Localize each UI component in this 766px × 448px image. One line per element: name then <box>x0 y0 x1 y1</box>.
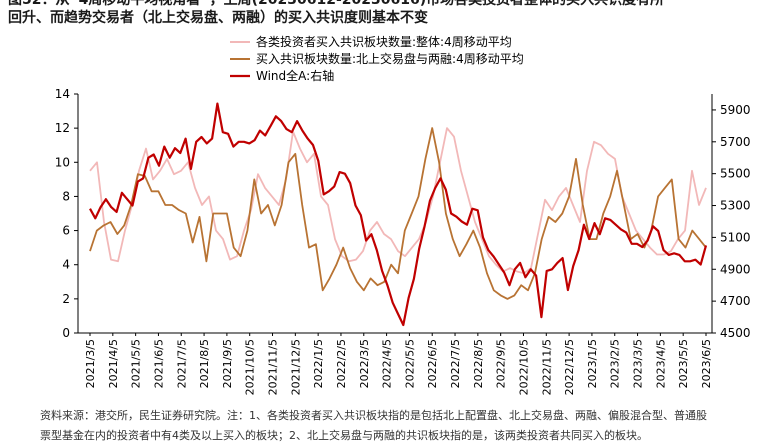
x-tick-label: 2021/10/5 <box>244 339 257 395</box>
x-tick-label: 2021/6/5 <box>152 339 165 388</box>
left-tick-label: 12 <box>55 121 70 135</box>
axes: 0 2 4 6 8 10 12 14 4500 4700 4900 5100 5300 5500 5700 5… <box>55 87 751 395</box>
right-tick-label: 5300 <box>720 199 751 213</box>
left-tick-label: 14 <box>55 87 70 101</box>
x-tick-label: 2022/9/5 <box>495 339 508 388</box>
x-tick-label: 2023/2/5 <box>609 339 622 388</box>
x-tick-label: 2022/1/5 <box>312 339 325 388</box>
left-tick-label: 10 <box>55 155 70 169</box>
x-tick-label: 2023/3/5 <box>632 339 645 388</box>
x-tick-label: 2021/5/5 <box>130 339 143 388</box>
line-chart: 各类投资者买入共识板块数量:整体:4周移动平均买入共识板块数量:北上交易盘与两融… <box>55 34 751 395</box>
x-tick-label: 2021/7/5 <box>175 339 188 388</box>
source-note-line-2: 票型基金在内的投资者中有4类及以上买入的板块；2、北上交易盘与两融的共识板块指的… <box>40 429 648 442</box>
x-tick-label: 2022/4/5 <box>381 339 394 388</box>
series-line-1 <box>89 127 707 275</box>
source-note-line-1: 资料来源：港交所，民生证券研究院。注：1、各类投资者买入共识板块指的是包括北上配… <box>40 409 707 422</box>
left-tick-label: 6 <box>62 224 70 238</box>
x-tick-label: 2022/2/5 <box>335 339 348 388</box>
x-tick-label: 2022/7/5 <box>449 339 462 388</box>
x-tick-label: 2021/11/5 <box>267 339 280 395</box>
series-line-2 <box>89 127 707 300</box>
x-tick-label: 2022/11/5 <box>540 339 553 395</box>
x-tick-label: 2021/3/5 <box>84 339 97 388</box>
chart-title-line-1: 图52：从“4周移动平均视角看”，上周(20230612-20230616)市场… <box>8 0 665 8</box>
x-tick-label: 2022/3/5 <box>358 339 371 388</box>
right-tick-label: 4700 <box>720 294 751 308</box>
x-tick-label: 2023/6/5 <box>700 339 713 388</box>
right-tick-label: 5900 <box>720 103 751 117</box>
legend-entry-2: 买入共识板块数量:北上交易盘与两融:4周移动平均 <box>256 51 524 66</box>
x-tick-label: 2022/8/5 <box>472 339 485 388</box>
left-tick-label: 8 <box>62 189 70 203</box>
series-line-3 <box>89 102 708 327</box>
legend-entry-1: 各类投资者买入共识板块数量:整体:4周移动平均 <box>256 34 512 49</box>
x-tick-label: 2022/5/5 <box>403 339 416 388</box>
x-tick-label: 2023/1/5 <box>586 339 599 388</box>
right-tick-label: 5100 <box>720 230 751 244</box>
x-tick-label: 2022/6/5 <box>426 339 439 388</box>
legend-entry-3: Wind全A:右轴 <box>256 68 334 83</box>
right-tick-label: 4900 <box>720 262 751 276</box>
legend: 各类投资者买入共识板块数量:整体:4周移动平均买入共识板块数量:北上交易盘与两融… <box>230 34 524 83</box>
x-tick-label: 2021/9/5 <box>221 339 234 388</box>
plot-area <box>89 102 708 327</box>
left-tick-label: 0 <box>62 326 70 340</box>
x-tick-label: 2022/10/5 <box>517 339 530 395</box>
x-tick-label: 2021/4/5 <box>107 339 120 388</box>
chart-title-line-2: 回升、而趋势交易者（北上交易盘、两融）的买入共识度则基本不变 <box>8 10 428 26</box>
x-tick-label: 2023/4/5 <box>654 339 667 388</box>
x-tick-label: 2023/5/5 <box>677 339 690 388</box>
x-tick-label: 2021/12/5 <box>289 339 302 395</box>
x-tick-label: 2022/12/5 <box>563 339 576 395</box>
left-tick-label: 2 <box>62 292 70 306</box>
left-tick-label: 4 <box>62 258 70 272</box>
right-tick-label: 4500 <box>720 326 751 340</box>
right-tick-label: 5500 <box>720 167 751 181</box>
x-tick-label: 2021/8/5 <box>198 339 211 388</box>
right-tick-label: 5700 <box>720 135 751 149</box>
